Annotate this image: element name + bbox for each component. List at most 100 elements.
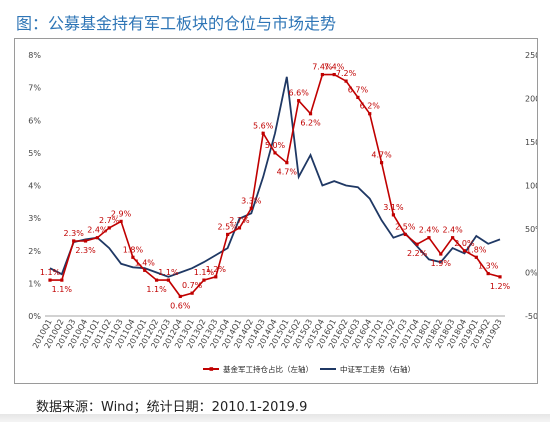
fund-data-label: 6.2% — [360, 102, 381, 111]
fund-point — [166, 278, 171, 282]
legend-marker — [209, 367, 214, 371]
series-line-index — [49, 76, 501, 278]
fund-data-label: 1.1% — [194, 268, 215, 277]
right-tick-label: 0% — [525, 269, 537, 278]
fund-point — [131, 255, 135, 259]
fund-point — [356, 95, 360, 100]
legend: 基金军工持仓占比（左轴） 中证军工走势（右轴） — [203, 364, 415, 374]
fund-data-label: 0.7% — [182, 281, 203, 290]
left-tick-label: 7% — [28, 84, 41, 93]
left-tick-label: 5% — [28, 149, 41, 158]
fund-point — [462, 249, 467, 253]
left-axis: 0% 1% 2% 3% 4% 5% 6% 7% 8% — [28, 51, 41, 321]
fund-point — [285, 161, 289, 165]
fund-data-label: 2.5% — [395, 222, 416, 231]
fund-point — [226, 232, 230, 237]
bottom-bar — [0, 414, 550, 422]
series-layer — [48, 72, 502, 299]
left-tick-label: 8% — [28, 51, 41, 60]
fund-data-label: 2.4% — [442, 226, 463, 235]
fund-data-label: 4.7% — [277, 168, 298, 177]
fund-point — [403, 232, 407, 237]
fund-point — [498, 275, 502, 279]
fund-point — [332, 72, 336, 77]
fund-point — [249, 206, 253, 210]
fund-point — [190, 291, 194, 295]
fund-data-label: 7.4% — [324, 63, 345, 72]
legend-label: 基金军工持仓占比（左轴） — [223, 364, 313, 374]
right-tick-label: 150% — [525, 138, 537, 147]
fund-data-label: 4.7% — [371, 151, 392, 160]
left-tick-label: 1% — [28, 279, 41, 288]
x-axis: 2010Q12010Q22010Q32010Q42011Q12011Q22011… — [31, 318, 504, 350]
fund-point — [60, 278, 64, 282]
fund-data-label: 2.7% — [99, 216, 120, 225]
fund-point — [48, 278, 52, 282]
fund-point — [95, 236, 99, 240]
fund-point — [154, 278, 159, 282]
fund-point — [297, 99, 301, 103]
fund-point — [439, 252, 443, 256]
right-tick-label: 100% — [525, 182, 537, 191]
fund-data-label: 3.1% — [383, 203, 404, 212]
fund-data-label: 1.1% — [158, 268, 179, 277]
fund-data-label: 1.1% — [40, 268, 61, 277]
fund-point — [427, 236, 431, 240]
fund-point — [83, 239, 88, 243]
source-note: 数据来源：Wind；统计日期：2010.1-2019.9 — [36, 400, 308, 415]
fund-data-label: 1.9% — [431, 259, 452, 268]
fund-data-label: 5.6% — [253, 121, 274, 130]
fund-point — [344, 79, 348, 83]
fund-point — [320, 72, 324, 77]
legend-label: 中证军工走势（右轴） — [340, 364, 415, 374]
fund-point — [391, 213, 396, 217]
fund-point — [486, 271, 490, 276]
fund-data-label: 5.0% — [265, 141, 286, 150]
fund-point — [273, 151, 277, 155]
fund-point — [368, 112, 372, 116]
fund-point — [143, 268, 147, 272]
fund-point — [107, 226, 111, 230]
data-labels: 1.1%1.1%2.3%2.3%2.4%2.7%2.9%1.8%1.4%1.1%… — [40, 63, 511, 311]
fund-point — [214, 275, 218, 279]
chart: 0% 1% 2% 3% 4% 5% 6% 7% 8% -50% 0% 50% 100% 150% 200%… — [28, 51, 537, 374]
fund-point — [178, 294, 182, 299]
fund-point — [451, 236, 455, 240]
fund-data-label: 7.2% — [336, 69, 357, 78]
left-tick-label: 6% — [28, 116, 41, 125]
left-tick-label: 3% — [28, 214, 41, 223]
fund-data-label: 2.5% — [217, 222, 238, 231]
right-tick-label: 50% — [525, 225, 537, 234]
fund-data-label: 1.4% — [135, 258, 156, 267]
fund-data-label: 2.3% — [75, 246, 96, 255]
fund-data-label: 2.7% — [229, 216, 250, 225]
fund-data-label: 3.3% — [241, 196, 262, 205]
fund-data-label: 1.1% — [146, 285, 167, 294]
fund-data-label: 1.1% — [52, 285, 73, 294]
fund-data-label: 2.2% — [407, 249, 428, 258]
fund-point — [474, 255, 478, 259]
fund-point — [237, 226, 242, 230]
right-tick-label: 200% — [525, 95, 537, 104]
fund-data-label: 2.9% — [111, 209, 132, 218]
fund-data-label: 7.4% — [312, 63, 333, 72]
fund-point — [119, 219, 123, 223]
fund-data-label: 2.4% — [419, 226, 440, 235]
fund-data-label: 2.4% — [87, 226, 108, 235]
fund-data-label: 6.2% — [300, 119, 321, 128]
left-tick-label: 4% — [28, 182, 41, 191]
fund-data-label: 2.0% — [454, 239, 475, 248]
fund-data-label: 2.3% — [64, 229, 85, 238]
fund-point — [261, 131, 265, 135]
fund-data-label: 1.8% — [466, 245, 487, 254]
fund-data-label: 1.3% — [478, 262, 499, 271]
left-tick-label: 0% — [28, 312, 41, 321]
page-title: 图：公募基金持有军工板块的仓位与市场走势 — [16, 14, 337, 33]
fund-point — [415, 242, 419, 246]
fund-data-label: 6.6% — [289, 89, 310, 98]
fund-point — [308, 112, 313, 116]
fund-data-label: 0.6% — [170, 301, 191, 310]
right-tick-label: 250% — [525, 51, 537, 60]
fund-data-label: 1.8% — [123, 245, 144, 254]
right-axis: -50% 0% 50% 100% 150% 200% 250% — [525, 51, 537, 321]
